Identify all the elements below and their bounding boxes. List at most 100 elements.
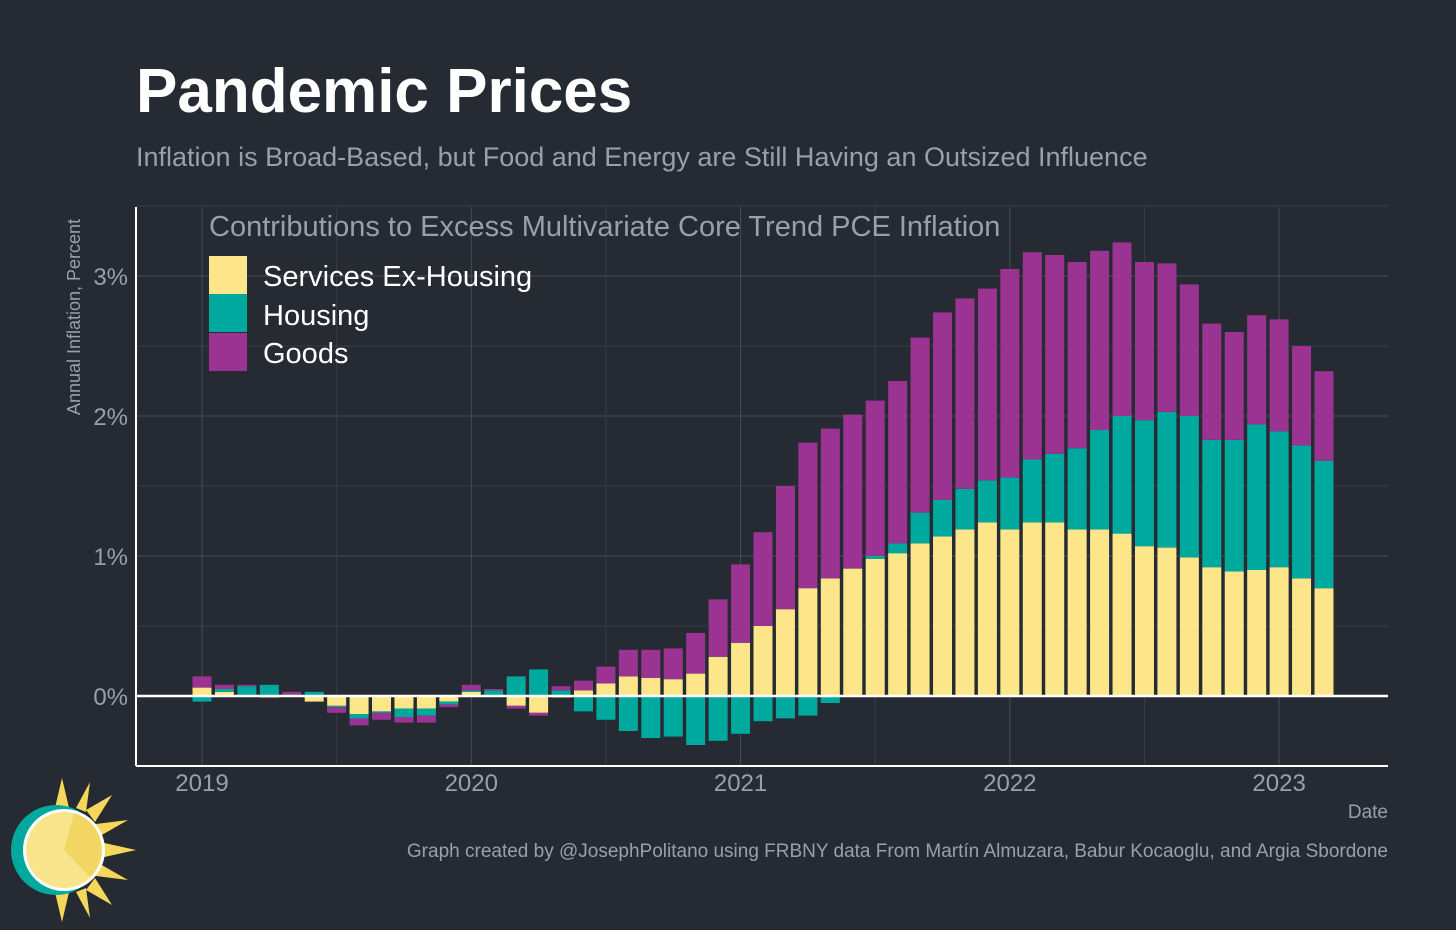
bar-services-2023-02 (1292, 578, 1312, 696)
bar-housing-2021-08 (888, 543, 908, 554)
legend-label-goods: Goods (263, 338, 348, 370)
bar-goods-2021-02 (753, 532, 773, 626)
bar-goods-2019-11 (416, 715, 436, 723)
bar-housing-2019-11 (416, 708, 436, 716)
bar-housing-2021-01 (731, 696, 751, 734)
bar-services-2022-01 (1000, 529, 1020, 696)
bar-housing-2019-03 (237, 686, 257, 696)
bar-services-2019-11 (416, 696, 436, 709)
bar-services-2022-04 (1067, 529, 1087, 696)
bar-services-2019-08 (349, 696, 369, 715)
bar-services-2022-12 (1247, 570, 1267, 696)
bar-services-2022-05 (1090, 529, 1110, 696)
bar-services-2023-01 (1269, 567, 1289, 696)
axes: 0% 1% 2% 3% 2019 2020 2021 2022 2023 (93, 207, 1388, 797)
bar-housing-2020-07 (596, 696, 616, 720)
bar-goods-2022-09 (1179, 284, 1199, 416)
bar-housing-2022-01 (1000, 477, 1020, 530)
bar-goods-2021-12 (977, 288, 997, 481)
bar-services-2022-11 (1224, 571, 1244, 696)
y-tick-label: 1% (93, 544, 128, 571)
bar-goods-2020-08 (618, 649, 638, 677)
bar-housing-2020-08 (618, 696, 638, 731)
bar-services-2020-11 (686, 673, 706, 696)
bar-goods-2022-08 (1157, 263, 1177, 412)
bar-services-2021-10 (933, 536, 953, 696)
bar-goods-2020-09 (641, 649, 661, 678)
bar-goods-2020-04 (529, 712, 549, 716)
bar-services-2020-04 (529, 696, 549, 713)
bar-housing-2021-12 (977, 480, 997, 523)
bar-services-2020-01 (461, 691, 481, 696)
x-tick-label: 2019 (175, 770, 228, 797)
bar-housing-2022-07 (1134, 420, 1154, 547)
chart-title: Contributions to Excess Multivariate Cor… (209, 211, 1000, 243)
legend: Services Ex-Housing Housing Goods (209, 256, 532, 371)
bar-housing-2019-01 (192, 696, 212, 702)
bar-goods-2020-01 (461, 684, 481, 691)
bar-services-2021-03 (775, 609, 795, 696)
bar-housing-2019-02 (214, 689, 234, 692)
bar-housing-2019-08 (349, 714, 369, 719)
bar-housing-2021-07 (865, 556, 885, 559)
bar-services-2019-02 (214, 691, 234, 696)
bar-services-2019-06 (304, 696, 324, 702)
bar-housing-2020-01 (461, 690, 481, 692)
bar-housing-2020-05 (551, 690, 571, 696)
y-tick-label: 3% (93, 264, 128, 291)
bar-services-2022-10 (1202, 567, 1222, 696)
bar-housing-2022-05 (1090, 430, 1110, 530)
bar-services-2020-06 (573, 690, 593, 696)
bar-goods-2020-12 (708, 599, 728, 657)
bar-goods-2021-09 (910, 337, 930, 513)
bar-goods-2020-11 (686, 633, 706, 674)
legend-swatch-housing (209, 294, 247, 332)
bar-services-2020-07 (596, 683, 616, 696)
bar-services-2019-10 (394, 696, 414, 709)
bar-housing-2019-07 (327, 705, 347, 708)
bar-goods-2019-12 (439, 704, 459, 708)
bar-housing-2019-04 (259, 684, 279, 696)
bar-goods-2021-03 (775, 486, 795, 610)
bar-housing-2021-02 (753, 696, 773, 722)
bar-services-2021-12 (977, 522, 997, 696)
bar-goods-2022-10 (1202, 323, 1222, 440)
bar-housing-2021-09 (910, 512, 930, 544)
bar-housing-2019-06 (304, 691, 324, 696)
bar-housing-2019-10 (394, 708, 414, 717)
bar-services-2019-01 (192, 687, 212, 696)
bar-goods-2022-11 (1224, 332, 1244, 440)
bar-housing-2020-04 (529, 669, 549, 696)
x-axis-label: Date (1348, 802, 1388, 823)
bar-housing-2021-04 (798, 696, 818, 716)
bar-goods-2021-06 (843, 414, 863, 569)
bar-goods-2019-08 (349, 718, 369, 726)
bar-housing-2022-08 (1157, 411, 1177, 548)
x-tick-label: 2021 (714, 770, 767, 797)
y-axis-label: Annual Inflation, Percent (64, 219, 84, 415)
bar-goods-2019-02 (214, 684, 234, 689)
bar-services-2022-06 (1112, 533, 1132, 696)
bar-goods-2020-05 (551, 686, 571, 691)
bars (192, 242, 1334, 745)
bar-services-2021-02 (753, 626, 773, 696)
bar-housing-2022-10 (1202, 439, 1222, 568)
bar-goods-2019-05 (282, 691, 302, 695)
bar-goods-2019-07 (327, 707, 347, 713)
bar-goods-2020-10 (663, 648, 683, 680)
bar-housing-2020-10 (663, 696, 683, 737)
bar-housing-2022-04 (1067, 448, 1087, 530)
x-tick-label: 2022 (983, 770, 1036, 797)
bar-services-2021-01 (731, 642, 751, 696)
bar-services-2019-09 (372, 696, 392, 712)
bar-goods-2019-03 (237, 684, 257, 687)
bar-goods-2023-02 (1292, 346, 1312, 446)
bar-services-2020-12 (708, 656, 728, 696)
bar-services-2022-09 (1179, 557, 1199, 696)
bar-goods-2022-07 (1134, 262, 1154, 421)
bar-services-2021-11 (955, 529, 975, 696)
bar-goods-2022-12 (1247, 315, 1267, 425)
page-subtitle: Inflation is Broad-Based, but Food and E… (136, 142, 1148, 172)
bar-housing-2020-06 (573, 696, 593, 712)
bar-housing-2022-02 (1022, 459, 1042, 523)
